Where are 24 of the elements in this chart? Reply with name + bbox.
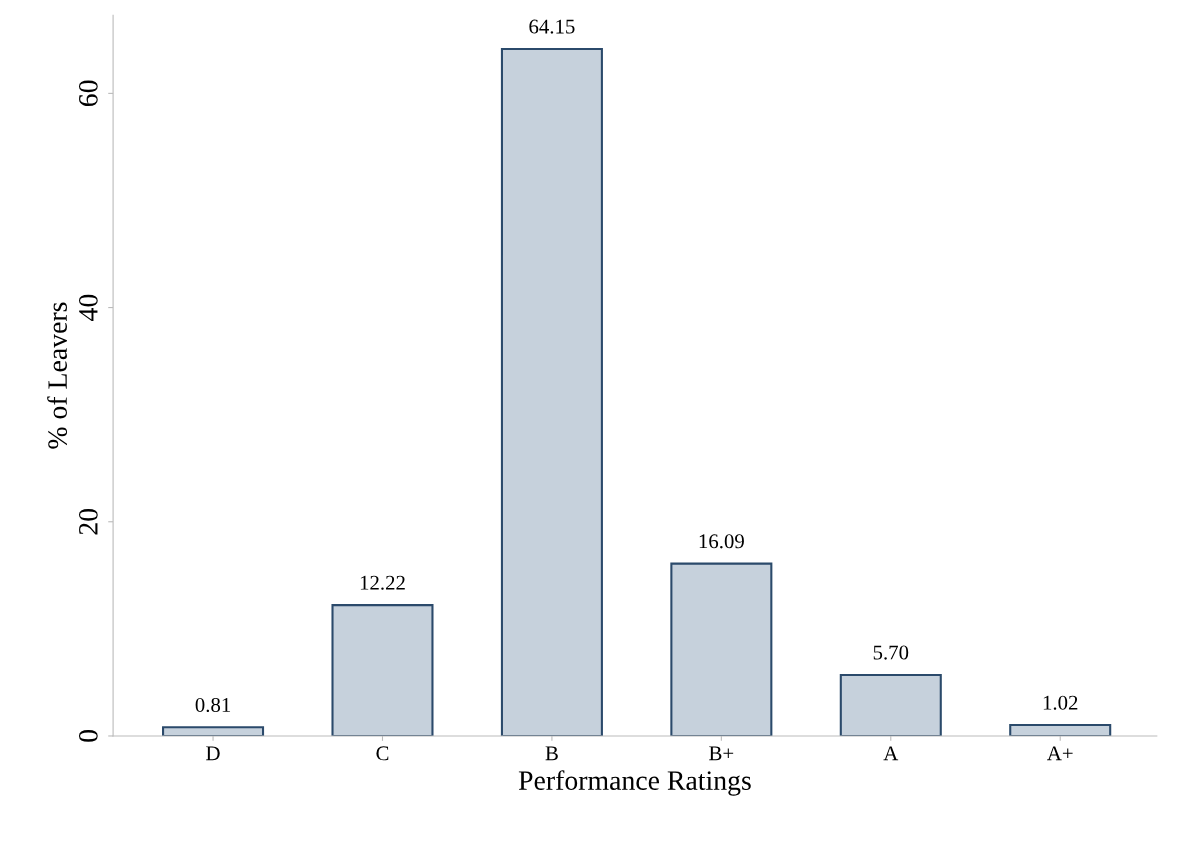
x-tick-label: B+ — [709, 746, 734, 761]
x-tick-label: A+ — [1047, 746, 1073, 761]
data-label: 12.22 — [360, 575, 405, 590]
y-tick-label: 40 — [78, 294, 98, 321]
data-label: 64.15 — [529, 19, 575, 34]
bar — [1009, 724, 1112, 736]
y-axis-title: % of Leavers — [47, 302, 68, 449]
x-tick-label: C — [376, 746, 389, 761]
x-tick-label: B — [545, 746, 558, 761]
y-tick-label: 0 — [78, 730, 98, 742]
bar — [839, 673, 942, 736]
bar — [162, 726, 265, 736]
x-tick-label: A — [883, 746, 899, 761]
x-tick-label: D — [206, 746, 220, 761]
data-label: 0.81 — [195, 697, 231, 713]
bar — [670, 562, 773, 736]
bar — [500, 47, 603, 736]
data-label: 1.02 — [1043, 695, 1078, 710]
data-label: 5.70 — [873, 645, 909, 660]
y-tick-label: 20 — [78, 508, 98, 535]
bar — [331, 604, 434, 736]
y-tick-label: 60 — [78, 80, 98, 107]
x-axis-title: Performance Ratings — [518, 770, 751, 796]
data-label: 16.09 — [699, 534, 744, 549]
